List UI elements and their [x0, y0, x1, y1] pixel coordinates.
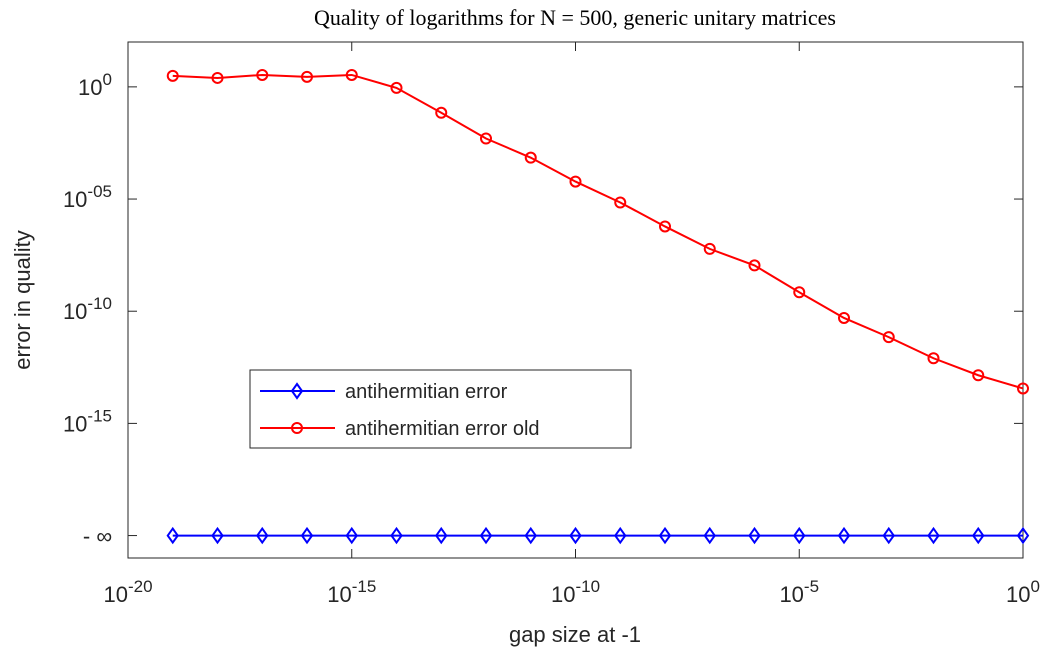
marker: [166, 69, 179, 82]
marker: [972, 369, 985, 382]
marker: [837, 526, 851, 545]
x-tick-label: 10-15: [327, 577, 376, 607]
marker: [166, 526, 179, 545]
marker: [290, 382, 304, 400]
series-line: [172, 73, 1024, 390]
marker: [435, 106, 448, 119]
legend-label: antihermitian error: [345, 381, 508, 403]
marker: [658, 526, 672, 545]
marker: [793, 526, 806, 545]
y-tick-label: 10-10: [63, 294, 112, 324]
marker: [614, 526, 627, 545]
y-tick-label: 100: [78, 70, 112, 100]
marker: [211, 526, 224, 545]
marker: [927, 526, 940, 545]
marker: [703, 242, 716, 255]
marker: [300, 526, 314, 545]
marker: [614, 196, 627, 209]
marker: [927, 352, 940, 365]
marker: [301, 70, 313, 83]
marker: [882, 331, 895, 344]
chart-title: Quality of logarithms for N = 500, gener…: [314, 5, 836, 30]
marker: [748, 259, 761, 272]
marker: [838, 311, 850, 324]
marker: [480, 132, 492, 145]
x-tick-label: 10-20: [103, 577, 152, 607]
marker: [390, 526, 403, 545]
marker: [524, 151, 537, 164]
legend-box: [249, 369, 632, 449]
y-axis-label: error in quality: [10, 230, 35, 369]
legend-label: antihermitian error old: [345, 418, 540, 440]
marker: [748, 526, 761, 545]
marker: [972, 526, 985, 545]
marker: [390, 81, 403, 94]
marker: [435, 526, 448, 545]
marker: [703, 526, 716, 545]
marker: [256, 68, 269, 81]
marker: [211, 71, 224, 84]
marker: [793, 286, 806, 299]
axes-box: [127, 41, 1024, 559]
marker: [256, 526, 269, 545]
marker: [345, 68, 358, 81]
y-tick-label: 10-05: [63, 182, 112, 212]
x-tick-label: 100: [1006, 577, 1040, 607]
x-tick-label: 10-5: [779, 577, 819, 607]
marker: [569, 526, 582, 545]
marker: [291, 422, 303, 434]
marker: [1016, 526, 1030, 545]
marker: [1017, 382, 1029, 395]
marker: [345, 526, 358, 545]
y-tick-label: - ∞: [83, 524, 112, 549]
marker: [569, 175, 582, 188]
marker: [882, 526, 895, 545]
marker: [479, 526, 493, 545]
y-tick-label: 10-15: [63, 406, 112, 436]
legend: antihermitian error antihermitian error o…: [249, 369, 632, 449]
x-axis-label: gap size at -1: [509, 622, 641, 647]
x-tick-label: 10-10: [551, 577, 600, 607]
marker: [524, 526, 537, 545]
marker: [659, 220, 671, 233]
